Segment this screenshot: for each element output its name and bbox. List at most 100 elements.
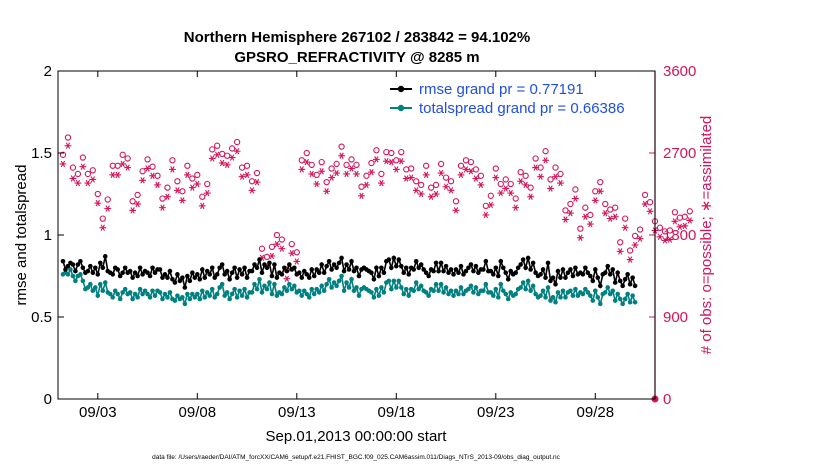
possible-obs-point [522, 172, 529, 179]
assimilated-obs-point [233, 147, 241, 155]
assimilated-obs-point [626, 256, 634, 263]
spread-point [130, 296, 135, 302]
assimilated-obs-point [492, 174, 500, 181]
asterisk-stroke [389, 158, 394, 166]
rmse-point [466, 265, 471, 271]
spread-point [192, 295, 198, 300]
possible-obs-point [189, 175, 196, 182]
spread-point [518, 285, 523, 290]
spread-point [396, 278, 402, 284]
spread-point [456, 291, 461, 297]
y2-tick-label: 2700 [663, 145, 696, 162]
possible-obs-point [587, 211, 594, 219]
possible-obs-point [174, 178, 181, 185]
spread-point [495, 295, 501, 300]
spread-point [85, 285, 91, 290]
possible-obs-point [398, 148, 405, 156]
spread-point [615, 291, 620, 297]
assimilated-obs-point [164, 193, 171, 200]
spread-point [481, 288, 486, 294]
rmse-point [219, 262, 225, 267]
assimilated-obs-point [542, 157, 549, 164]
asterisk-stroke [100, 224, 105, 231]
rmse-point [272, 262, 277, 267]
asterisk-stroke [95, 199, 100, 207]
rmse-point [371, 276, 377, 282]
asterisk-stroke [299, 166, 304, 173]
assimilated-obs-point [303, 158, 311, 166]
possible-obs-point [527, 184, 534, 191]
assimilated-obs-point [178, 197, 186, 204]
rmse-point [461, 272, 466, 277]
spread-point [602, 290, 608, 295]
rmse-point [627, 281, 633, 287]
spread-point [453, 288, 459, 294]
rmse-point [152, 270, 158, 276]
possible-obs-point [288, 240, 295, 248]
rmse-point [448, 267, 454, 272]
rmse-point [229, 270, 235, 276]
assimilated-obs-point [84, 179, 92, 187]
assimilated-obs-point [462, 166, 470, 173]
spread-point [222, 293, 227, 298]
rmse-point [319, 262, 324, 267]
assimilated-obs-point [482, 211, 490, 219]
rmse-point [580, 272, 586, 277]
spread-point [595, 295, 601, 300]
rmse-point [543, 275, 548, 280]
possible-obs-point [373, 147, 380, 154]
rmse-point [192, 275, 198, 280]
spread-point [122, 286, 128, 292]
possible-obs-point [353, 161, 360, 168]
rmse-point [122, 265, 128, 271]
spread-point [175, 293, 180, 298]
asterisk-stroke [508, 189, 513, 197]
possible-obs-point [333, 160, 340, 168]
asterisk-stroke [498, 189, 503, 197]
spread-point [115, 291, 120, 297]
rmse-point [180, 275, 185, 280]
rmse-point [150, 265, 155, 271]
x-axis-label: Sep.01,2013 00:00:00 start [266, 428, 448, 445]
assimilated-obs-point [74, 179, 82, 187]
possible-obs-point [602, 200, 609, 208]
assimilated-obs-point [183, 171, 191, 179]
assimilated-obs-point [686, 217, 694, 224]
rmse-point [622, 276, 628, 282]
asterisk-stroke [304, 158, 309, 166]
possible-obs-point [467, 158, 475, 166]
asterisk-stroke [234, 147, 240, 155]
assimilated-obs-point [517, 178, 525, 185]
assimilated-obs-point [552, 173, 559, 180]
spread-point [269, 291, 275, 297]
rmse-point [528, 267, 533, 272]
asterisk-stroke [468, 168, 474, 175]
spread-point [389, 286, 394, 292]
spread-point [70, 273, 76, 279]
asterisk-stroke [543, 157, 548, 164]
spread-point [585, 290, 591, 295]
asterisk-stroke [314, 180, 319, 188]
rmse-point [426, 273, 431, 279]
rmse-point [95, 272, 101, 277]
asterisk-stroke [433, 190, 439, 198]
spread-point [127, 290, 133, 295]
asterisk-stroke [200, 202, 205, 210]
spread-point [299, 293, 305, 298]
rmse-point [553, 281, 558, 287]
x-tick-label: 09/28 [577, 404, 615, 421]
spread-point [97, 281, 103, 287]
possible-obs-point [542, 148, 549, 155]
assimilated-obs-point [79, 163, 87, 170]
assimilated-obs-point [174, 187, 181, 194]
rmse-point [331, 262, 337, 267]
spread-point [391, 278, 397, 284]
assimilated-obs-point [144, 165, 151, 172]
spread-point [289, 286, 295, 292]
spread-point [625, 291, 630, 297]
assimilated-obs-point [283, 275, 291, 282]
assimilated-obs-point [666, 236, 674, 243]
y2-tick-label: 3600 [663, 63, 696, 80]
spread-point [403, 286, 409, 292]
asterisk-stroke [409, 174, 414, 181]
